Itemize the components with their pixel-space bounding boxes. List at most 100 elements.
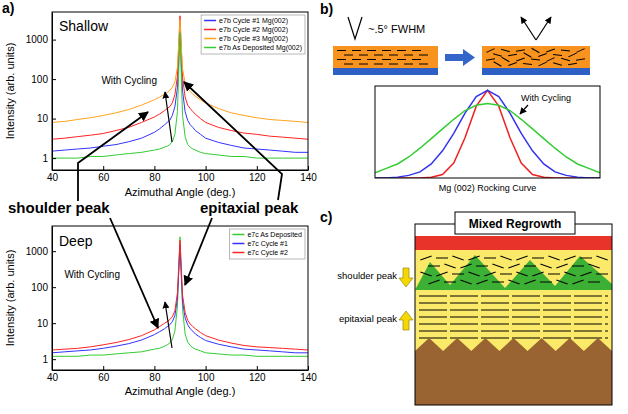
legend: e7c As Depositede7c Cycle #1e7c Cycle #2: [229, 229, 305, 259]
grain: [412, 50, 421, 51]
grain: [468, 272, 479, 276]
grain: [576, 59, 585, 61]
legend-box: [201, 15, 305, 54]
legend-label: e7b Cycle #3 Mg(002): [219, 35, 288, 43]
chart-rocking: Mg (002) Rocking CurveWith Cycling: [375, 86, 600, 193]
plot-area: [52, 237, 308, 356]
x-tick-mark: [308, 366, 309, 370]
grain: [492, 264, 503, 268]
grain: [588, 282, 600, 283]
legend-label: e7c Cycle #1: [247, 240, 288, 248]
annotation: With Cycling: [101, 75, 157, 86]
grain: [532, 48, 540, 53]
grain: [508, 280, 519, 284]
y-tick-label: 1000: [26, 34, 49, 45]
series-line: [52, 237, 308, 356]
grain: [523, 63, 532, 65]
x-tick-mark: [103, 166, 104, 170]
grain: [516, 58, 524, 61]
film: [333, 46, 438, 68]
x-axis-line: [53, 370, 309, 371]
grain: [572, 266, 584, 267]
substrate: [415, 338, 612, 405]
y-tick: 100: [31, 74, 56, 85]
legend-swatch: [232, 252, 244, 254]
grain: [359, 64, 368, 65]
grain: [546, 49, 554, 52]
grain: [374, 55, 383, 56]
x-tick-label: 100: [198, 372, 215, 383]
legend-swatch: [232, 243, 244, 245]
lamella: [419, 303, 608, 304]
plot-frame: [52, 226, 308, 370]
grain: [568, 53, 576, 57]
shoulder-arrow: [78, 112, 148, 201]
grain: [532, 258, 544, 259]
x-tick-label: 60: [98, 172, 110, 183]
y-tick-label: 10: [37, 318, 49, 329]
y-tick-mark: [52, 119, 56, 120]
y-tick: 1: [42, 354, 56, 365]
grain: [468, 256, 479, 260]
peak-label: epitaxial peak: [200, 199, 299, 216]
peak-label: shoulder peak: [8, 199, 110, 216]
x-tick: 80: [149, 166, 161, 183]
y-tick-mark: [52, 158, 56, 159]
y-tick: 10: [37, 318, 56, 329]
grain: [500, 274, 512, 275]
grain: [382, 59, 391, 60]
grain: [344, 55, 353, 56]
x-tick: 60: [98, 166, 110, 183]
grain: [548, 274, 560, 275]
grain: [508, 264, 519, 268]
grain: [460, 280, 471, 284]
legend-label: e7b Cycle #1 Mg(002): [219, 17, 288, 25]
grain: [508, 62, 516, 65]
process-arrow: [445, 49, 475, 66]
shoulder-arrow: [110, 218, 158, 328]
grain: [428, 280, 439, 284]
grain: [476, 280, 487, 284]
grain: [460, 264, 471, 268]
epitaxial-arrow: [184, 82, 282, 200]
region-label: epitaxial peak: [339, 313, 397, 324]
chart-title: Deep: [59, 233, 93, 249]
grain: [588, 264, 599, 268]
series-line: [375, 104, 600, 173]
x-tick-label: 120: [249, 372, 266, 383]
y-tick-label: 100: [31, 74, 48, 85]
grain: [436, 272, 447, 276]
substrate: [482, 68, 590, 75]
legend-items: e7b Cycle #1 Mg(002)e7b Cycle #2 Mg(002)…: [204, 17, 302, 52]
grain: [359, 55, 368, 56]
x-tick-mark: [154, 166, 155, 170]
y-tick: 1000: [26, 246, 56, 257]
grain: [436, 258, 448, 259]
grain: [561, 58, 570, 60]
up-arrow: [399, 311, 413, 330]
x-tick-mark: [257, 366, 258, 370]
grain: [538, 53, 546, 56]
grain: [596, 274, 608, 275]
x-tick-label: 140: [300, 372, 317, 383]
diagram-c: Mixed Regrowthshoulder peakepitaxial pea…: [337, 212, 612, 405]
y-tick-label: 1000: [26, 246, 49, 257]
x-tick-label: 120: [249, 172, 266, 183]
top-layer: [415, 236, 612, 250]
diagram-frame: [415, 224, 612, 405]
x-tick-label: 80: [149, 372, 161, 383]
grain: [596, 256, 607, 260]
x-axis-title: Azimuthal Angle (deg.): [125, 186, 236, 198]
diagram-title: Mixed Regrowth: [469, 217, 562, 231]
grain: [444, 264, 455, 268]
layer-deposited: [333, 46, 438, 75]
legend-label: e7c As Deposited: [247, 231, 302, 239]
y-tick-mark: [52, 323, 56, 324]
plot-frame: [375, 86, 600, 178]
grain: [508, 54, 517, 56]
y-tick-label: 100: [31, 282, 48, 293]
lamella: [419, 310, 608, 311]
grain: [524, 280, 535, 284]
figure: 4060801001201401101001000ShallowAzimutha…: [0, 0, 628, 414]
layer-cycled: [482, 46, 590, 75]
